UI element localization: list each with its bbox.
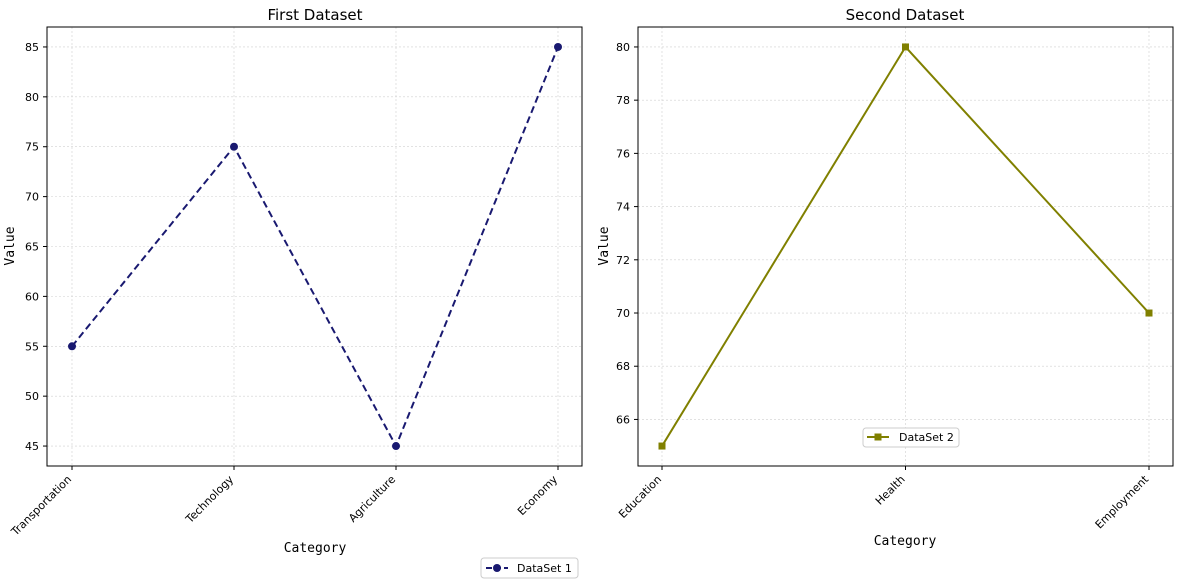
chart1-y-tick-label: 65: [25, 241, 39, 254]
chart1-x-tick-label: Technology: [183, 473, 237, 527]
chart1-legend-box: [480, 557, 579, 579]
chart2-y-tick-label: 78: [616, 94, 630, 107]
chart1-y-tick-label: 80: [25, 91, 39, 104]
chart2-x-tick-label: Employment: [1093, 472, 1152, 531]
chart2-legend-box: [862, 427, 960, 448]
chart2-y-tick-label: 80: [616, 41, 630, 54]
chart1-x-axis-label: Category: [284, 541, 347, 556]
chart1-x-tick-label: Agriculture: [346, 473, 398, 525]
chart2-y-tick-label: 76: [616, 147, 630, 160]
chart1-y-tick-label: 45: [25, 440, 39, 453]
panel-second-dataset: Second Dataset 66 68 70 72 74 76 78 80 Educatio…: [597, 6, 1174, 549]
chart1-x-tick-label: Economy: [515, 473, 560, 518]
chart1-legend-marker: [493, 564, 501, 572]
chart2-y-tick-label: 68: [616, 360, 630, 373]
chart2-y-tick-label: 74: [616, 201, 630, 214]
chart2-y-tick-label: 66: [616, 413, 630, 426]
chart1-y-tick-label: 55: [25, 340, 39, 353]
chart2-y-axis-label: Value: [597, 226, 612, 265]
chart2-x-tick-label: Education: [616, 473, 664, 521]
chart2-x-tick-label: Health: [873, 473, 908, 508]
chart2-series-line: [661, 45, 1150, 447]
chart1-data-point: [68, 342, 76, 351]
chart2-legend-label: DataSet 2: [899, 431, 954, 444]
chart1-x-tick-label: Transportation: [8, 473, 74, 539]
chart2-y-tick-label: 72: [616, 254, 630, 267]
chart1-data-point: [230, 142, 238, 151]
chart1-data-point: [554, 42, 562, 51]
chart2-x-axis-label: Category: [874, 534, 937, 549]
chart1-y-axis-label: Value: [3, 226, 18, 265]
chart1-title: First Dataset: [267, 6, 362, 24]
chart1-y-tick-label: 70: [25, 191, 39, 204]
chart1-y-tick-label: 60: [25, 290, 39, 303]
chart1-legend-label: DataSet 1: [517, 562, 572, 575]
chart2-legend: DataSet 2: [862, 427, 960, 448]
chart1-legend: DataSet 1: [480, 557, 579, 579]
chart2-data-point: [1145, 309, 1153, 317]
chart2-legend-marker: [874, 433, 882, 441]
chart2-data-point: [902, 43, 909, 51]
chart1-data-point: [392, 442, 400, 451]
chart1-y-tick-label: 50: [25, 390, 39, 403]
chart1-y-tick-label: 75: [25, 141, 39, 154]
chart2-data-point: [658, 442, 666, 450]
chart2-title: Second Dataset: [846, 6, 965, 24]
chart1-y-tick-label: 85: [25, 41, 39, 54]
chart2-y-tick-label: 70: [616, 307, 630, 320]
panel-first-dataset: First Dataset 45 50 55 60 65 70 75 80 85 Transpo…: [3, 6, 583, 579]
